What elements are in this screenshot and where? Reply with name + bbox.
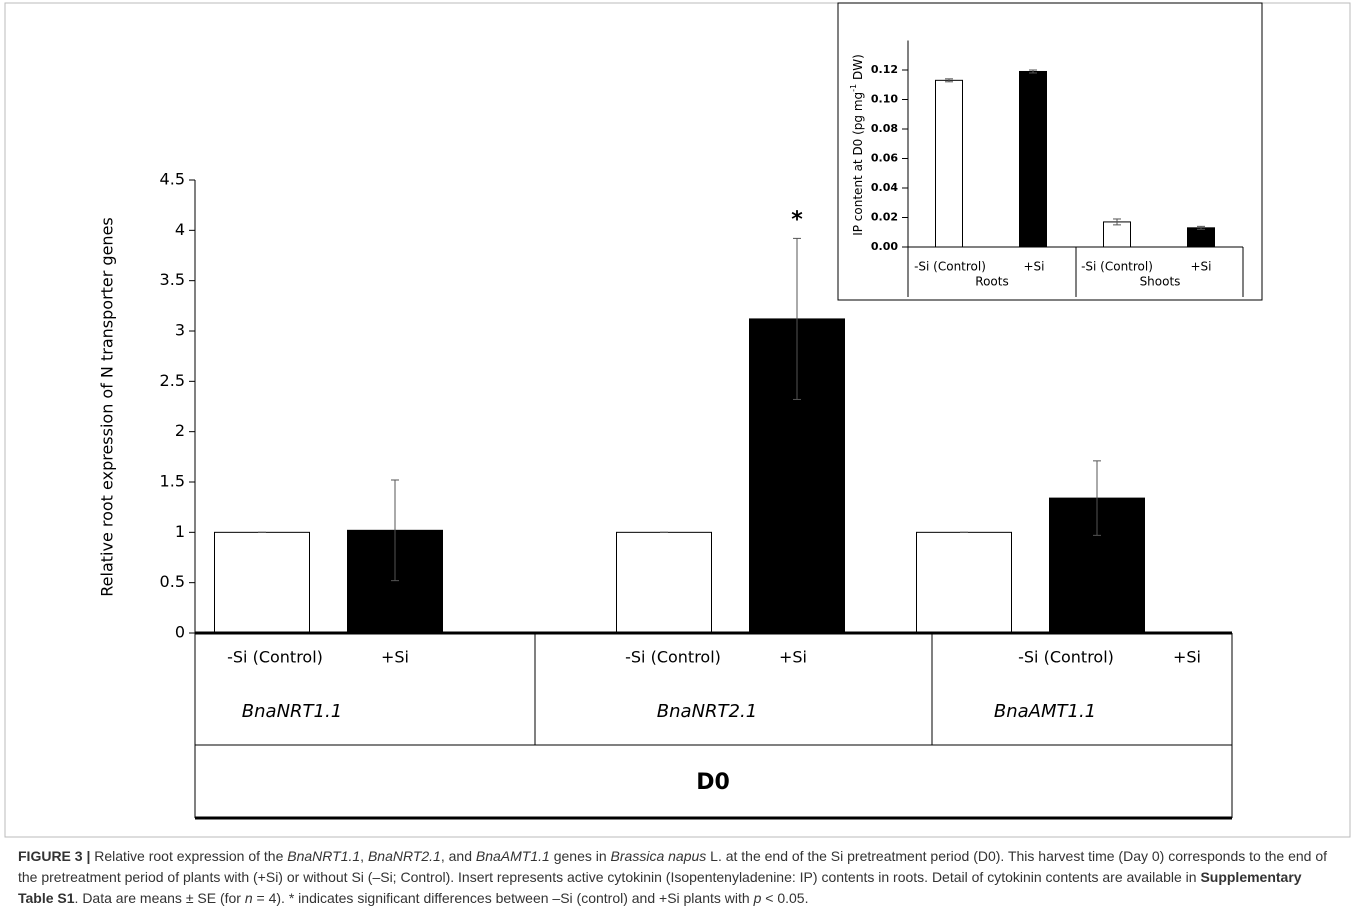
- caption-part: Brassica napus: [610, 848, 707, 864]
- series-label: -Si (Control): [625, 648, 721, 667]
- category-label: Roots: [975, 275, 1008, 289]
- error-bar: [793, 237, 801, 400]
- y-tick-label: 4: [175, 220, 185, 239]
- error-bar: [391, 479, 399, 582]
- group-label: D0: [696, 770, 730, 795]
- y-tick-label: 0: [175, 623, 185, 642]
- series-label: -Si (Control): [227, 648, 323, 667]
- caption-part: < 0.05.: [761, 890, 809, 906]
- annotation: *: [791, 207, 803, 232]
- y-tick-label: 0.10: [871, 93, 898, 106]
- bar: [1187, 227, 1215, 248]
- figure-frame: [4, 2, 1351, 838]
- y-tick-label: 1.5: [160, 472, 185, 491]
- caption-part: n: [244, 890, 253, 906]
- error-bar: [1113, 218, 1121, 226]
- caption-part: p: [753, 890, 762, 906]
- bar: [1049, 497, 1145, 634]
- caption-part: ,: [360, 848, 368, 864]
- error-bar: [1197, 225, 1205, 230]
- bar: [1019, 70, 1047, 248]
- figure: Relative root expression of N transporte…: [4, 2, 1351, 838]
- y-tick-label: 2: [175, 421, 185, 440]
- caption-part: FIGURE 3 |: [18, 848, 91, 864]
- caption-part: L. at the end of the Si pretreatment per…: [18, 848, 1327, 885]
- y-tick-label: 0.02: [871, 211, 898, 224]
- caption-part: genes in: [549, 848, 611, 864]
- y-tick-label: 0.06: [871, 152, 898, 165]
- series-label: +Si: [1173, 648, 1201, 667]
- category-label: BnaAMT1.1: [994, 701, 1096, 722]
- error-bar: [1093, 460, 1101, 536]
- inset-y-label-part: DW): [851, 54, 865, 84]
- caption-part: . Data are means ± SE (for: [74, 890, 245, 906]
- series-label: +Si: [1190, 260, 1211, 274]
- caption-part: BnaNRT1.1: [287, 848, 361, 864]
- series-label: +Si: [381, 648, 409, 667]
- series-label: -Si (Control): [1081, 260, 1153, 274]
- caption-part: = 4). * indicates significant difference…: [252, 890, 754, 906]
- caption-part: Supplementary Table S1: [18, 869, 1302, 906]
- caption-part: BnaAMT1.1: [475, 848, 550, 864]
- caption-part: BnaNRT2.1: [367, 848, 441, 864]
- y-tick-label: 0.12: [871, 63, 898, 76]
- caption-part: , and: [440, 848, 476, 864]
- y-tick-label: 2.5: [160, 371, 185, 390]
- series-label: -Si (Control): [914, 260, 986, 274]
- inset-y-label-part: IP content at D0 (pg mg: [851, 92, 865, 236]
- series-label: +Si: [1023, 260, 1044, 274]
- bar: [935, 79, 963, 248]
- y-tick-label: 0.5: [160, 572, 185, 591]
- y-tick-label: 0.04: [871, 181, 898, 194]
- error-bar: [945, 78, 953, 83]
- category-label: BnaNRT2.1: [657, 701, 757, 722]
- bar: [1103, 221, 1131, 248]
- y-tick-label: 0.08: [871, 122, 898, 135]
- inset-y-label-sup: -1: [849, 84, 858, 92]
- error-bar: [1029, 69, 1037, 74]
- category-label: BnaNRT1.1: [242, 701, 342, 722]
- bar: [916, 531, 1012, 634]
- caption: FIGURE 3 | Relative root expression of t…: [18, 846, 1338, 909]
- inset-frame: [837, 2, 1263, 301]
- series-label: -Si (Control): [1018, 648, 1114, 667]
- y-tick-label: 0.00: [871, 240, 898, 253]
- bar: [214, 531, 310, 634]
- y-tick-label: 1: [175, 522, 185, 541]
- caption-part: Relative root expression of the: [90, 848, 288, 864]
- y-tick-label: 3.5: [160, 270, 185, 289]
- y-axis-label: Relative root expression of N transporte…: [98, 217, 117, 596]
- category-label: Shoots: [1140, 275, 1181, 289]
- inset-y-axis-label: IP content at D0 (pg mg-1 DW): [849, 54, 865, 236]
- y-tick-label: 3: [175, 321, 185, 340]
- bar: [616, 531, 712, 634]
- y-tick-label: 4.5: [160, 170, 185, 189]
- series-label: +Si: [779, 648, 807, 667]
